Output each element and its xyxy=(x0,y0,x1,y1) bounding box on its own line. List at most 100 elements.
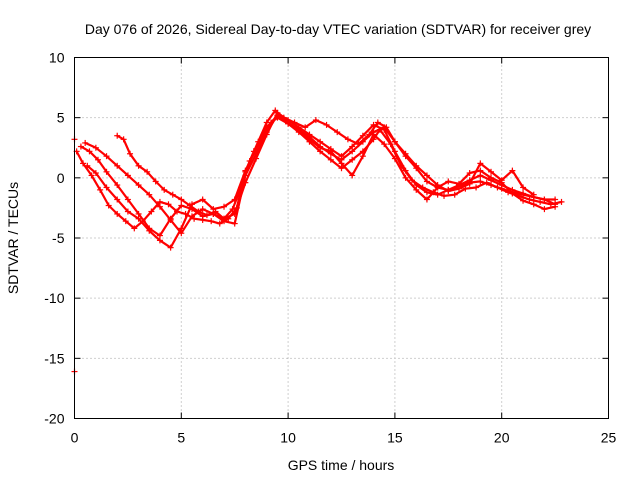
data-point xyxy=(152,178,159,185)
data-point xyxy=(199,206,206,213)
data-point xyxy=(88,172,95,179)
data-point xyxy=(144,168,151,175)
chart-title: Day 076 of 2026, Sidereal Day-to-day VTE… xyxy=(85,21,591,37)
data-point xyxy=(238,184,245,191)
data-point xyxy=(423,189,430,196)
data-point xyxy=(156,203,163,210)
series-line xyxy=(116,109,535,220)
data-point xyxy=(291,119,298,126)
data-point xyxy=(317,138,324,145)
data-point xyxy=(423,178,430,185)
data-point xyxy=(114,132,121,139)
data-point xyxy=(302,124,309,131)
data-point xyxy=(359,132,366,139)
data-point xyxy=(94,156,101,163)
data-point xyxy=(455,185,462,192)
x-tick-label: 20 xyxy=(494,430,510,446)
x-axis-title: GPS time / hours xyxy=(288,457,395,473)
x-tick-label: 25 xyxy=(601,430,617,446)
data-point xyxy=(114,210,121,217)
data-point xyxy=(114,162,121,169)
data-point xyxy=(552,203,559,210)
data-point xyxy=(477,178,484,185)
series-layer xyxy=(71,107,565,375)
data-point xyxy=(349,172,356,179)
data-point xyxy=(423,196,430,203)
data-point xyxy=(344,136,351,143)
data-point xyxy=(221,203,228,210)
data-point xyxy=(124,172,131,179)
data-point xyxy=(349,156,356,163)
data-point xyxy=(120,136,127,143)
data-point xyxy=(105,202,112,209)
data-point xyxy=(391,138,398,145)
data-point xyxy=(80,160,87,167)
data-point xyxy=(520,184,527,191)
data-point xyxy=(203,212,210,219)
data-point xyxy=(86,148,93,155)
data-point xyxy=(103,184,110,191)
data-point xyxy=(186,202,193,209)
data-point xyxy=(327,148,334,155)
data-point xyxy=(114,196,121,203)
data-point xyxy=(255,138,262,145)
y-tick-label: -20 xyxy=(44,411,64,427)
data-point xyxy=(92,144,99,151)
data-point xyxy=(272,107,279,114)
data-point xyxy=(131,225,138,232)
y-axis-title: SDTVAR / TECUs xyxy=(5,182,21,294)
data-point xyxy=(338,153,345,160)
data-point xyxy=(229,206,236,213)
data-point xyxy=(212,208,219,215)
series-track-3 xyxy=(82,109,559,237)
data-point xyxy=(434,182,441,189)
x-tick-label: 5 xyxy=(177,430,185,446)
y-tick-label: -10 xyxy=(44,290,64,306)
data-point xyxy=(135,215,142,222)
data-point xyxy=(295,126,302,133)
series-track-5 xyxy=(114,107,537,222)
data-point xyxy=(359,153,366,160)
data-point xyxy=(366,131,373,138)
data-point xyxy=(349,143,356,150)
data-point xyxy=(127,150,134,157)
y-tick-label: 10 xyxy=(49,50,65,66)
data-point xyxy=(477,167,484,174)
data-point xyxy=(221,215,228,222)
data-point xyxy=(156,237,163,244)
data-point xyxy=(530,201,537,208)
data-point xyxy=(317,144,324,151)
data-point xyxy=(334,129,341,136)
data-point xyxy=(161,186,168,193)
data-point xyxy=(541,196,548,203)
data-point xyxy=(263,131,270,138)
data-point xyxy=(509,167,516,174)
data-point xyxy=(477,160,484,167)
data-point xyxy=(195,208,202,215)
data-point xyxy=(423,172,430,179)
x-tick-label: 10 xyxy=(280,430,296,446)
data-point xyxy=(445,178,452,185)
data-point xyxy=(285,120,292,127)
data-point xyxy=(216,220,223,227)
data-point xyxy=(178,225,185,232)
data-point xyxy=(208,218,215,225)
data-point xyxy=(391,148,398,155)
data-point xyxy=(253,155,260,162)
data-point xyxy=(498,177,505,184)
data-point xyxy=(402,174,409,181)
data-point xyxy=(146,227,153,234)
data-point xyxy=(148,208,155,215)
data-point xyxy=(199,196,206,203)
data-point xyxy=(306,136,313,143)
data-point xyxy=(413,162,420,169)
data-point xyxy=(520,190,527,197)
y-tick-label: -5 xyxy=(52,230,65,246)
data-point xyxy=(441,192,448,199)
data-point xyxy=(445,188,452,195)
data-point xyxy=(124,196,131,203)
data-point xyxy=(246,157,253,164)
data-point xyxy=(231,220,238,227)
data-point xyxy=(146,191,153,198)
